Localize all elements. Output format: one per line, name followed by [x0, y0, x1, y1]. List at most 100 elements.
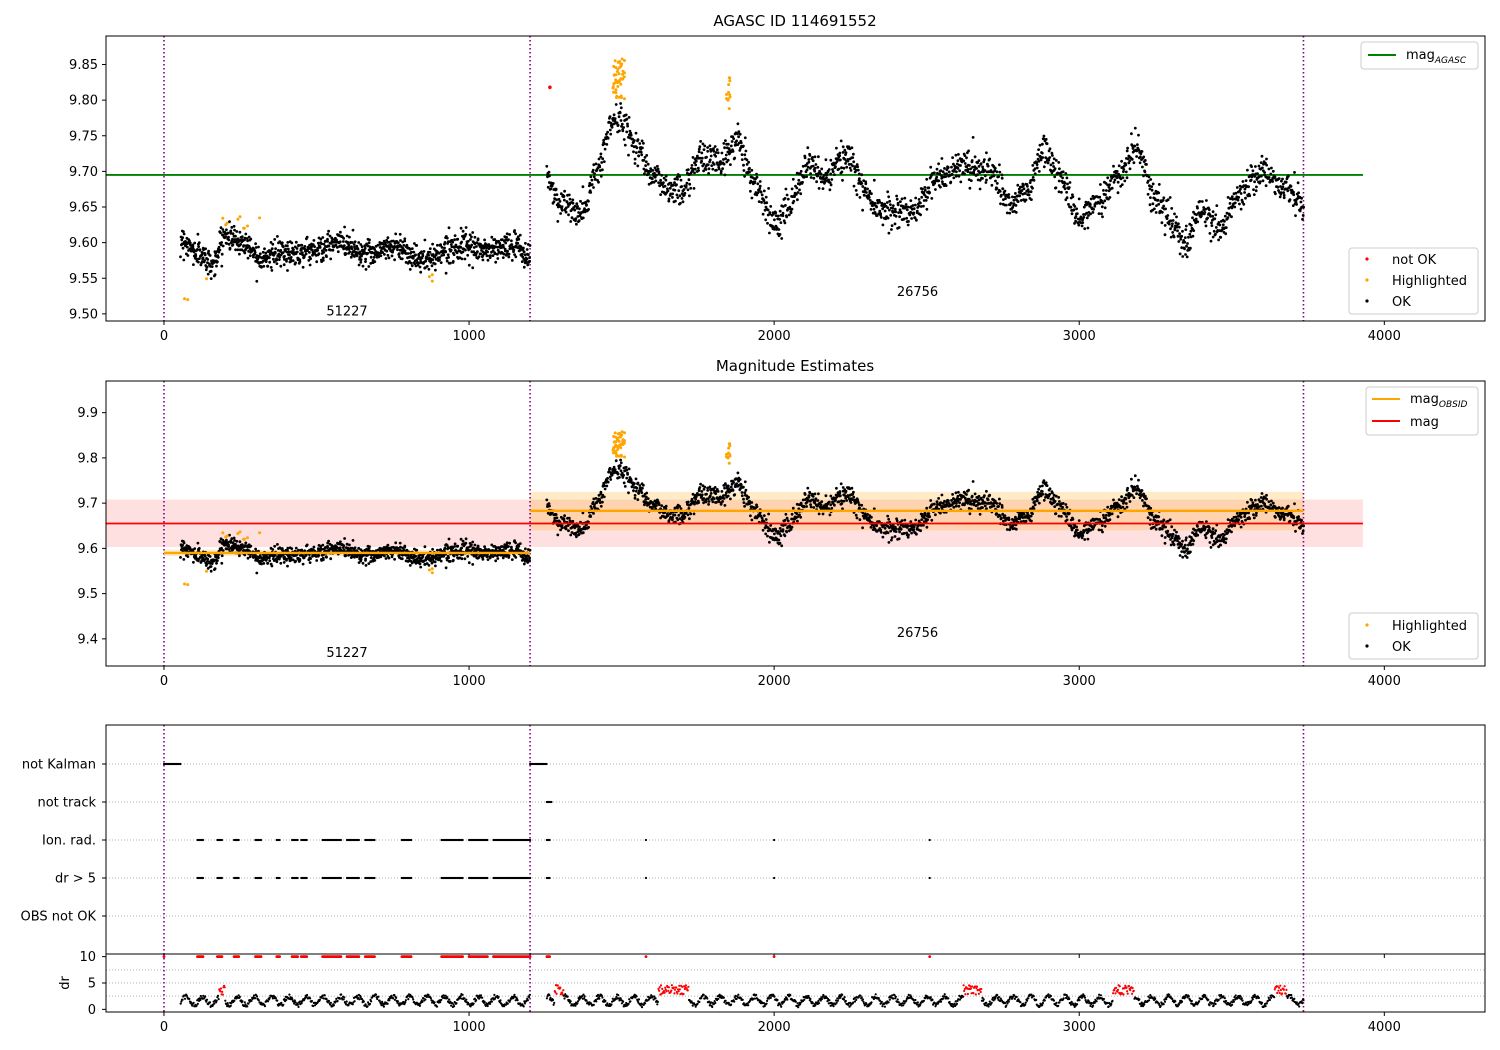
- ok-point: [303, 245, 307, 248]
- ok-point: [1075, 207, 1078, 211]
- ok-point: [809, 503, 812, 506]
- ok-point: [440, 246, 444, 249]
- ok-point: [802, 505, 806, 509]
- ok-point: [1020, 189, 1024, 192]
- ok-point: [442, 253, 446, 257]
- ok-point: [1214, 226, 1218, 229]
- ok-point: [439, 559, 443, 563]
- ok-point: [657, 172, 661, 176]
- ok-point: [343, 225, 346, 229]
- ok-point: [726, 150, 730, 154]
- ok-point: [1098, 195, 1102, 199]
- ok-point: [329, 557, 333, 561]
- ok-point: [945, 172, 948, 176]
- ok-point: [814, 163, 818, 166]
- ok-point: [913, 216, 917, 220]
- ok-point: [589, 191, 593, 194]
- ok-point: [513, 253, 516, 256]
- ok-point: [729, 497, 732, 501]
- ok-point: [329, 257, 333, 261]
- ok-point: [563, 520, 566, 523]
- ok-point: [1044, 160, 1047, 164]
- ok-point: [943, 167, 946, 170]
- ok-point: [1255, 185, 1258, 189]
- ok-point: [613, 468, 617, 471]
- ok-point: [955, 170, 958, 174]
- ok-point: [1130, 132, 1133, 136]
- ok-point: [813, 166, 817, 170]
- ok-point: [1117, 164, 1121, 168]
- ok-point: [633, 496, 637, 500]
- ok-point: [833, 503, 836, 507]
- ok-point: [726, 494, 730, 498]
- ok-point: [715, 168, 718, 172]
- ok-point: [1233, 201, 1237, 205]
- ok-point: [879, 213, 882, 217]
- ok-point: [270, 269, 274, 272]
- ok-point: [626, 473, 629, 476]
- ok-point: [556, 220, 560, 223]
- ok-point: [773, 227, 776, 231]
- ok-point: [361, 561, 365, 565]
- ok-point: [286, 247, 290, 251]
- ok-point: [905, 208, 909, 212]
- highlighted-point: [726, 97, 730, 101]
- ok-point: [1069, 205, 1073, 209]
- ok-point: [845, 165, 849, 169]
- ok-point: [863, 186, 867, 190]
- ok-point: [201, 256, 205, 260]
- ok-point: [316, 246, 319, 250]
- ok-point: [742, 169, 746, 172]
- ok-point: [413, 262, 417, 266]
- ok-point: [815, 180, 818, 184]
- ok-point: [646, 162, 650, 166]
- ok-point: [668, 186, 672, 190]
- ok-point: [196, 232, 200, 236]
- ok-point: [696, 166, 700, 170]
- ok-point: [799, 515, 803, 519]
- ok-point: [210, 265, 214, 268]
- ok-point: [451, 240, 455, 244]
- ok-point: [1243, 191, 1246, 194]
- ok-point: [627, 491, 630, 495]
- ok-point: [472, 250, 476, 254]
- ok-point: [192, 560, 195, 564]
- ok-point: [750, 518, 754, 522]
- ok-point: [447, 537, 451, 541]
- ok-point: [321, 558, 325, 562]
- ok-point: [940, 176, 944, 180]
- ok-point: [1263, 171, 1266, 174]
- ok-point: [656, 167, 660, 171]
- ok-point: [471, 231, 475, 234]
- ok-point: [1296, 181, 1300, 185]
- ok-point: [1048, 147, 1052, 151]
- ok-point: [671, 196, 674, 199]
- ok-point: [829, 158, 833, 162]
- ok-point: [386, 543, 390, 547]
- ok-point: [690, 497, 694, 501]
- ok-point: [403, 239, 407, 243]
- ok-point: [636, 498, 640, 501]
- ok-point: [708, 494, 712, 498]
- ok-point: [669, 181, 673, 185]
- ok-point: [756, 182, 760, 186]
- ok-point: [635, 146, 639, 150]
- ok-point: [581, 216, 585, 220]
- ok-point: [1054, 186, 1058, 190]
- ok-point: [904, 203, 908, 206]
- ok-point: [1024, 198, 1028, 202]
- ok-point: [786, 519, 790, 523]
- highlighted-point: [616, 60, 620, 64]
- ok-point: [958, 169, 961, 173]
- ok-point: [1281, 185, 1285, 189]
- ok-point: [606, 476, 609, 480]
- ok-point: [817, 492, 820, 496]
- ok-point: [349, 255, 353, 259]
- legend-highlighted-label: Highlighted: [1392, 274, 1467, 289]
- ok-point: [1100, 205, 1104, 209]
- ok-point: [838, 490, 842, 493]
- ok-point: [512, 248, 516, 252]
- ok-point: [326, 237, 329, 241]
- ok-point: [707, 503, 710, 506]
- ok-point: [716, 151, 720, 155]
